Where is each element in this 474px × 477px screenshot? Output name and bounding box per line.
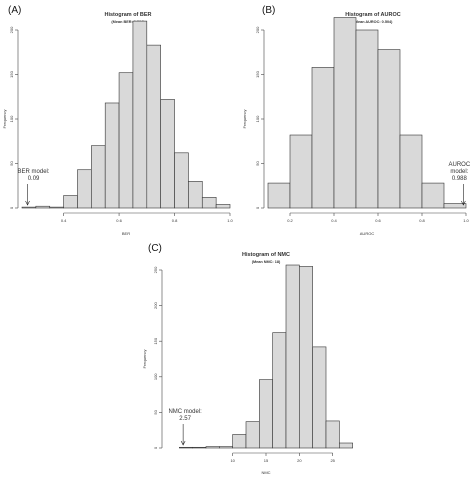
histogram-bar (325, 420, 340, 449)
histogram-bar (259, 379, 273, 449)
y-tick-label: 150 (9, 70, 14, 77)
histogram-bar (219, 446, 233, 449)
histogram-bar (289, 134, 313, 209)
chart-subtitle: (Mean NMC: 18) (252, 260, 281, 264)
histogram-bar (205, 446, 220, 449)
model-annotation-label: 2.57 (179, 416, 191, 422)
chart-title: Histogram of BER (104, 12, 151, 18)
model-annotation-label: 0.09 (28, 176, 40, 182)
chart-title: Histogram of AUROC (345, 12, 400, 18)
x-axis-label: AUROC (360, 231, 375, 236)
histogram-bar (179, 446, 193, 449)
histogram-bar (63, 195, 78, 209)
x-tick-label: 0.6 (375, 218, 381, 223)
y-tick-label: 200 (9, 26, 14, 33)
histogram-bar (245, 421, 260, 449)
x-tick-label: 0.8 (419, 218, 425, 223)
model-annotation-label: NMC model: (168, 409, 202, 415)
histogram-bar (267, 182, 291, 209)
y-tick-label: 50 (255, 161, 260, 166)
x-tick-label: 10 (230, 458, 235, 463)
y-tick-label: 100 (255, 115, 260, 122)
model-annotation-label: model: (450, 169, 468, 175)
histogram-ber: Histogram of BER (Mean BER: 0.564) 0 50 100 1… (2, 12, 234, 236)
histogram-bar (77, 169, 92, 209)
annotation-arrowhead (180, 440, 186, 446)
chart-title: Histogram of NMC (242, 252, 290, 258)
x-tick-label: 1.0 (227, 218, 233, 223)
y-tick-label: 50 (9, 161, 14, 166)
annotation-arrowhead (461, 200, 466, 206)
histogram-bar (421, 182, 445, 209)
y-tick-label: 200 (255, 26, 260, 33)
x-tick-label: 20 (297, 458, 302, 463)
histogram-bar (201, 197, 217, 209)
model-annotation-label: AUROC (449, 162, 471, 168)
histogram-bar (333, 17, 357, 209)
histogram-auroc: Histogram of AUROC (Mean AUROC: 0.504) 0 50… (242, 12, 471, 236)
panel-letter-b: (B) (262, 5, 276, 16)
histogram-bar (160, 99, 175, 209)
y-tick-label: 100 (9, 115, 14, 122)
histogram-bar (443, 203, 467, 209)
y-tick-label: 0 (255, 206, 260, 209)
y-tick-label: 100 (153, 373, 158, 380)
panel-letter-a: (A) (8, 5, 22, 16)
histogram-bar (49, 206, 64, 209)
histogram-bar (355, 29, 379, 209)
histogram-bar (192, 446, 207, 449)
histogram-bar (215, 204, 231, 209)
annotation-arrowhead (25, 200, 30, 206)
x-axis-label: NMC (261, 470, 270, 475)
x-tick-label: 25 (330, 458, 335, 463)
histogram-bar (377, 49, 401, 209)
histogram-bar (272, 332, 287, 449)
histogram-bar (285, 264, 300, 449)
histogram-nmc: Histogram of NMC (Mean NMC: 18) 0 50 100 150 2… (142, 252, 353, 475)
histogram-bar (399, 134, 423, 209)
y-tick-label: 200 (153, 301, 158, 308)
x-tick-label: 0.8 (172, 218, 178, 223)
histogram-bar (104, 102, 120, 209)
histogram-bar (146, 44, 161, 209)
x-tick-label: 15 (264, 458, 269, 463)
x-tick-label: 0.2 (287, 218, 293, 223)
y-tick-label: 0 (153, 446, 158, 449)
x-tick-label: 0.4 (61, 218, 67, 223)
histogram-bar (21, 206, 37, 209)
panel-letter-c: (C) (148, 243, 162, 254)
y-axis-label: Frequency (2, 110, 7, 129)
y-tick-label: 0 (9, 206, 14, 209)
model-annotation-label: BER model: (18, 169, 50, 175)
x-tick-label: 1.0 (463, 218, 469, 223)
y-axis-label: Frequency (242, 110, 247, 129)
histogram-bar (311, 67, 335, 209)
model-annotation-label: 0.988 (452, 176, 468, 182)
histogram-bar (132, 20, 148, 209)
histogram-bar (174, 152, 189, 209)
histogram-bar (339, 442, 353, 449)
histogram-bar (312, 346, 327, 449)
histogram-bar (35, 205, 51, 209)
histogram-bar (232, 434, 247, 449)
y-tick-label: 250 (153, 266, 158, 273)
histogram-bar (118, 72, 134, 209)
y-tick-label: 150 (255, 70, 260, 77)
x-tick-label: 0.6 (116, 218, 122, 223)
histogram-bar (91, 145, 106, 209)
x-tick-label: 0.4 (331, 218, 337, 223)
chart-subtitle: (Mean BER: 0.564) (111, 20, 145, 24)
x-axis-label: BER (122, 231, 130, 236)
chart-subtitle: (Mean AUROC: 0.504) (354, 20, 394, 24)
y-tick-label: 50 (153, 409, 158, 414)
y-axis-label: Frequency (142, 350, 147, 369)
y-tick-label: 150 (153, 337, 158, 344)
histogram-bar (299, 266, 313, 449)
histogram-bar (188, 181, 203, 209)
